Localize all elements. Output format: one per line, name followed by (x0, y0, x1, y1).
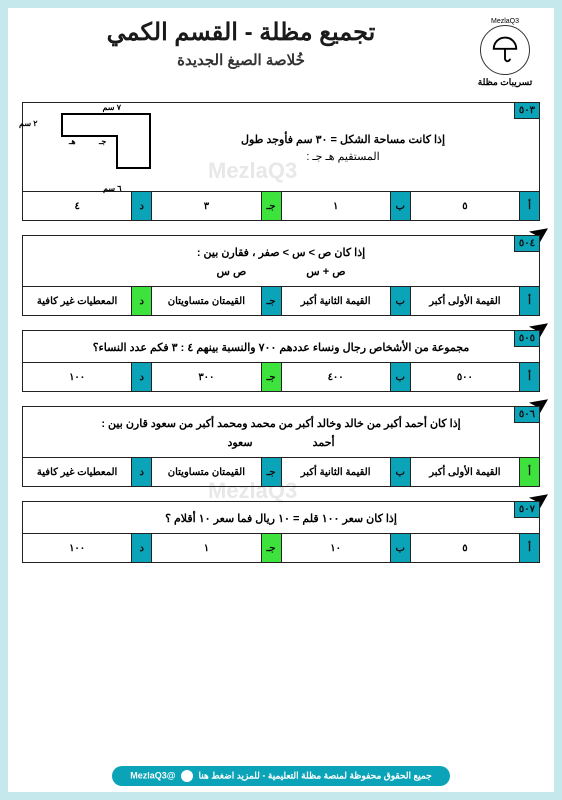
main-title: تجميع مظلة - القسم الكمي (22, 18, 460, 47)
answer-letter: جـ (261, 192, 281, 220)
answers-row: أ٥ب١جـ٣د٤ (23, 191, 539, 220)
question-body: إذا كان ص > س > صفر ، فقارن بين :ص + سص … (23, 236, 539, 286)
answer-letter: ب (390, 287, 410, 315)
umbrella-icon (480, 25, 530, 75)
answer-text: ٥ (411, 192, 519, 220)
answer-option[interactable]: جـ١ (151, 534, 280, 562)
answer-option[interactable]: بالقيمة الثانية أكبر (281, 458, 410, 486)
answer-text: ٥٠٠ (411, 363, 519, 391)
answer-text: ٣٠٠ (152, 363, 260, 391)
question-block: ➤٥٠٥مجموعة من الأشخاص رجال ونساء عددهم ٧… (22, 330, 540, 392)
title-block: تجميع مظلة - القسم الكمي خُلاصة الصيغ ال… (22, 18, 460, 69)
answers-row: أ٥٠٠ب٤٠٠جـ٣٠٠د١٠٠ (23, 362, 539, 391)
answer-text: ١٠٠ (23, 534, 131, 562)
answer-letter: ب (390, 363, 410, 391)
answer-letter: جـ (261, 363, 281, 391)
telegram-icon (181, 770, 193, 782)
answer-text: القيمة الثانية أكبر (282, 458, 390, 486)
footer-pill: جميع الحقوق محفوظة لمنصة مظلة التعليمية … (112, 766, 450, 786)
answer-text: القيمتان متساويتان (152, 287, 260, 315)
answer-text: ١٠٠ (23, 363, 131, 391)
sub-title: خُلاصة الصيغ الجديدة (22, 51, 460, 69)
answer-text: المعطيات غير كافية (23, 458, 131, 486)
question-number: ٥٠٥ (514, 330, 540, 347)
answer-letter: جـ (261, 287, 281, 315)
answer-option[interactable]: جـ٣ (151, 192, 280, 220)
answer-option[interactable]: د١٠٠ (23, 534, 151, 562)
answer-text: ١ (152, 534, 260, 562)
answer-text: ١٠ (282, 534, 390, 562)
question-body: إذا كان أحمد أكبر من خالد وخالد أكبر من … (23, 407, 539, 457)
answer-text: القيمة الأولى أكبر (411, 458, 519, 486)
question-block: ➤٥٠٤إذا كان ص > س > صفر ، فقارن بين :ص +… (22, 235, 540, 316)
answer-letter: ب (390, 192, 410, 220)
answer-text: ٤ (23, 192, 131, 220)
answer-letter: جـ (261, 458, 281, 486)
page: MezlaQ3 MezlaQ3 MezlaQ3 تسريبات مظلة تجم… (8, 8, 554, 792)
logo-block: MezlaQ3 تسريبات مظلة (470, 18, 540, 88)
question-number: ٥٠٤ (514, 235, 540, 252)
answer-option[interactable]: دالمعطيات غير كافية (23, 287, 151, 315)
answers-row: أالقيمة الأولى أكبربالقيمة الثانية أكبرج… (23, 457, 539, 486)
footer-text: جميع الحقوق محفوظة لمنصة مظلة التعليمية … (199, 770, 432, 780)
answer-letter: جـ (261, 534, 281, 562)
logo-label: تسريبات مظلة (470, 77, 540, 88)
answer-option[interactable]: ب١ (281, 192, 410, 220)
answer-letter: د (131, 287, 151, 315)
answer-option[interactable]: دالمعطيات غير كافية (23, 458, 151, 486)
answer-letter: د (131, 534, 151, 562)
answer-option[interactable]: أالقيمة الأولى أكبر (410, 458, 539, 486)
answer-letter: ب (390, 534, 410, 562)
answer-letter: ب (390, 458, 410, 486)
l-shape-diagram: ٧ سم٢ سمهـجـ٦ سم (41, 113, 151, 183)
question-number: ٥٠٦ (514, 406, 540, 423)
answer-option[interactable]: ب١٠ (281, 534, 410, 562)
footer: جميع الحقوق محفوظة لمنصة مظلة التعليمية … (8, 765, 554, 786)
question-number: ٥٠٣ (514, 102, 540, 119)
question-number: ٥٠٧ (514, 501, 540, 518)
answer-letter: د (131, 192, 151, 220)
answer-option[interactable]: د١٠٠ (23, 363, 151, 391)
question-block: ➤٥٠٧إذا كان سعر ١٠٠ قلم = ١٠ ريال فما سع… (22, 501, 540, 563)
answer-text: ١ (282, 192, 390, 220)
header: MezlaQ3 تسريبات مظلة تجميع مظلة - القسم … (22, 18, 540, 88)
answer-text: القيمتان متساويتان (152, 458, 260, 486)
answer-option[interactable]: أ٥٠٠ (410, 363, 539, 391)
answer-text: ٥ (411, 534, 519, 562)
answer-text: ٤٠٠ (282, 363, 390, 391)
answer-option[interactable]: جـ٣٠٠ (151, 363, 280, 391)
questions-list: ٥٠٣إذا كانت مساحة الشكل = ٣٠ سم فأوجد طو… (22, 102, 540, 563)
answer-option[interactable]: ب٤٠٠ (281, 363, 410, 391)
answers-row: أ٥ب١٠جـ١د١٠٠ (23, 533, 539, 562)
footer-handle: @MezlaQ3 (130, 770, 175, 780)
answer-option[interactable]: أ٥ (410, 192, 539, 220)
question-body: إذا كان سعر ١٠٠ قلم = ١٠ ريال فما سعر ١٠… (23, 502, 539, 533)
answer-text: ٣ (152, 192, 260, 220)
question-body: مجموعة من الأشخاص رجال ونساء عددهم ٧٠٠ و… (23, 331, 539, 362)
answer-option[interactable]: أ٥ (410, 534, 539, 562)
answer-letter: د (131, 363, 151, 391)
answer-option[interactable]: د٤ (23, 192, 151, 220)
question-body: إذا كانت مساحة الشكل = ٣٠ سم فأوجد طولال… (23, 103, 539, 191)
answer-text: المعطيات غير كافية (23, 287, 131, 315)
logo-top-text: MezlaQ3 (470, 18, 540, 25)
answer-text: القيمة الثانية أكبر (282, 287, 390, 315)
answer-letter: أ (519, 534, 539, 562)
answer-letter: د (131, 458, 151, 486)
answer-option[interactable]: جـالقيمتان متساويتان (151, 287, 280, 315)
answer-option[interactable]: بالقيمة الثانية أكبر (281, 287, 410, 315)
question-block: ➤٥٠٦إذا كان أحمد أكبر من خالد وخالد أكبر… (22, 406, 540, 487)
answer-text: القيمة الأولى أكبر (411, 287, 519, 315)
question-block: ٥٠٣إذا كانت مساحة الشكل = ٣٠ سم فأوجد طو… (22, 102, 540, 221)
answer-option[interactable]: أالقيمة الأولى أكبر (410, 287, 539, 315)
answers-row: أالقيمة الأولى أكبربالقيمة الثانية أكبرج… (23, 286, 539, 315)
answer-option[interactable]: جـالقيمتان متساويتان (151, 458, 280, 486)
